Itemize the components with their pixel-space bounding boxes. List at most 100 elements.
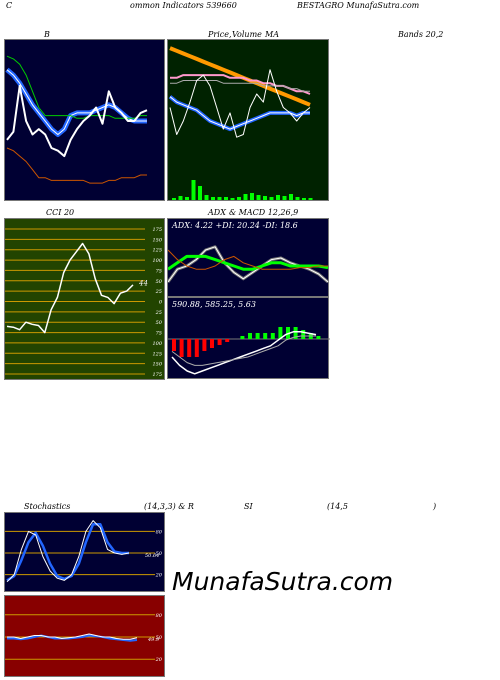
macd-hist-bar bbox=[278, 327, 283, 339]
stoch-tick-label: 80 bbox=[156, 529, 163, 535]
title-adx: ADX bbox=[208, 208, 226, 217]
volume-bar bbox=[230, 198, 235, 200]
macd-hist-bar bbox=[301, 330, 306, 339]
volume-bar bbox=[172, 198, 176, 200]
bollinger-chart bbox=[5, 55, 148, 184]
cci-tick-label: 175 bbox=[152, 372, 162, 378]
macd-line bbox=[171, 331, 317, 375]
stoch-chart: 80 50 20 50.64 bbox=[5, 520, 163, 583]
title-macd: & MACD 12,26,9 bbox=[229, 208, 299, 217]
ma-line-orange bbox=[169, 46, 311, 107]
rsi-tick-label: 50 bbox=[156, 635, 163, 641]
bollinger-line-0 bbox=[6, 55, 147, 119]
price-chart bbox=[168, 46, 313, 200]
bollinger-panel bbox=[4, 39, 165, 201]
volume-bar bbox=[263, 196, 267, 200]
volume-bar bbox=[178, 196, 183, 200]
macd-panel: 590.88, 585.25, 5.63 bbox=[167, 297, 330, 379]
title-stoch-params: (14,3,3) & R bbox=[144, 502, 194, 511]
volume-bar bbox=[250, 193, 254, 200]
macd-readout: 590.88, 585.25, 5.63 bbox=[172, 300, 256, 309]
volume-bar bbox=[224, 197, 228, 200]
macd-hist-bar bbox=[202, 339, 207, 351]
title-stoch: Stochastics bbox=[24, 502, 71, 511]
macd-chart bbox=[168, 327, 330, 375]
macd-hist-bar bbox=[179, 339, 184, 357]
cci-tick-label: 100 bbox=[152, 341, 162, 347]
stoch-value-label: 50.64 bbox=[145, 553, 159, 559]
cci-tick-label: 25 bbox=[155, 310, 162, 316]
cci-chart: 175 150 125 100 75 50 25 0 25 50 75 100 125 150 175 44 bbox=[5, 227, 163, 378]
volume-bar bbox=[185, 197, 189, 200]
rsi-chart: 80 50 20 49.9 bbox=[5, 613, 163, 663]
volume-bar bbox=[295, 197, 300, 200]
cci-tick-label: 0 bbox=[159, 300, 163, 306]
cci-tick-label: 125 bbox=[152, 248, 162, 254]
cci-tick-label: 175 bbox=[152, 227, 162, 233]
rsi-value-label: 49.9 bbox=[147, 637, 160, 643]
cci-tick-label: 25 bbox=[155, 289, 162, 295]
cci-tick-label: 75 bbox=[156, 331, 162, 337]
title-rsi-close: ) bbox=[433, 502, 437, 511]
plus-di-line bbox=[168, 254, 329, 271]
volume-bar bbox=[256, 195, 261, 200]
cci-line bbox=[6, 242, 134, 334]
volume-bar bbox=[302, 198, 306, 200]
rsi-tick-label: 80 bbox=[156, 613, 163, 619]
volume-bar bbox=[211, 197, 215, 200]
stoch-d-line bbox=[6, 522, 129, 582]
volume-bar bbox=[243, 194, 248, 200]
macd-hist-bar bbox=[293, 327, 298, 339]
bollinger-line-3 bbox=[6, 147, 147, 184]
macd-hist-bar bbox=[248, 333, 252, 339]
ma-line-blue-core bbox=[169, 96, 310, 130]
bollinger-line-4 bbox=[6, 84, 148, 158]
stoch-panel: 80 50 20 50.64 bbox=[4, 512, 165, 592]
cci-tick-label: 100 bbox=[152, 258, 162, 264]
volume-bar bbox=[204, 195, 209, 200]
stoch-tick-label: 20 bbox=[155, 573, 163, 579]
volume-bar bbox=[289, 194, 293, 200]
adx-chart bbox=[168, 245, 329, 284]
header-site: BESTAGRO MunafaSutra.com bbox=[297, 1, 420, 10]
title-rsi: SI bbox=[244, 502, 253, 511]
volume-bar bbox=[237, 197, 241, 200]
volume-bar bbox=[217, 197, 222, 200]
watermark: MunafaSutra.com bbox=[172, 567, 394, 596]
title-ma: MA bbox=[265, 30, 279, 39]
title-bands: Bands 20,2 bbox=[398, 30, 444, 39]
header-left: C bbox=[6, 1, 13, 10]
volume-bar bbox=[191, 180, 196, 200]
cci-tick-label: 75 bbox=[156, 268, 162, 274]
price-line bbox=[169, 69, 311, 138]
volume-bar bbox=[198, 186, 202, 200]
macd-hist-bar bbox=[240, 336, 245, 339]
macd-hist-bar bbox=[172, 339, 176, 351]
macd-hist-bar bbox=[187, 339, 192, 357]
ma-line-grey bbox=[170, 80, 310, 92]
macd-hist-bar bbox=[217, 339, 222, 345]
title-rsi-params: (14,5 bbox=[327, 502, 348, 511]
rsi-tick-label: 20 bbox=[155, 657, 163, 663]
volume-bar bbox=[276, 195, 280, 200]
macd-hist-bar bbox=[270, 333, 275, 339]
title-price: Price, bbox=[208, 30, 232, 39]
volume-bar bbox=[308, 198, 313, 200]
macd-hist-bar bbox=[210, 339, 214, 348]
macd-hist-bar bbox=[316, 336, 321, 339]
macd-hist-bar bbox=[225, 339, 230, 342]
cci-tick-label: 50 bbox=[156, 320, 163, 326]
ma-line-pink bbox=[170, 74, 311, 95]
minus-di-line bbox=[168, 249, 328, 270]
macd-hist-bar bbox=[263, 333, 268, 339]
cci-tick-label: 125 bbox=[152, 351, 162, 357]
cci-tick-label: 50 bbox=[156, 279, 163, 285]
rsi-line bbox=[7, 633, 138, 640]
cci-tick-label: 150 bbox=[152, 362, 162, 368]
adx-readout: ADX: 4.22 +DI: 20.24 -DI: 18.6 bbox=[172, 221, 298, 230]
macd-signal-line bbox=[171, 335, 316, 366]
rsi-panel: 80 50 20 49.9 bbox=[4, 595, 165, 677]
volume-bar bbox=[282, 196, 287, 200]
stoch-tick-label: 50 bbox=[156, 551, 163, 557]
volume-bar bbox=[269, 197, 274, 200]
